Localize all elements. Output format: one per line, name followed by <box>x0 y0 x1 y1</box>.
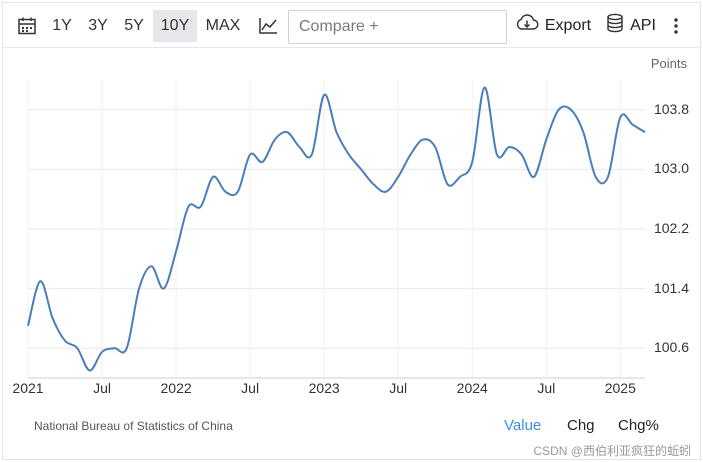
x-tick-label: Jul <box>389 380 408 396</box>
line-chart-icon[interactable] <box>255 3 281 48</box>
range-max-button[interactable]: MAX <box>205 17 241 34</box>
y-tick-label: 103.8 <box>653 100 689 117</box>
units-label: Points <box>650 56 687 71</box>
x-tick-label: 2024 <box>456 380 488 396</box>
y-tick-label: 100.6 <box>653 339 689 356</box>
range-5y-button[interactable]: 5Y <box>124 17 144 34</box>
data-source: National Bureau of Statistics of China <box>34 419 233 433</box>
x-tick-label: 2021 <box>12 380 44 396</box>
range-3y-button[interactable]: 3Y <box>88 17 108 34</box>
y-tick-label: 101.4 <box>653 279 689 296</box>
export-label: Export <box>544 16 592 34</box>
calendar-icon[interactable] <box>13 3 41 48</box>
export-button[interactable]: Export <box>513 3 593 48</box>
watermark-text: CSDN @西伯利亚疯狂的蚯蚓 <box>533 444 691 458</box>
cloud-download-icon <box>515 14 539 37</box>
tab-chg-percent[interactable]: Chg% <box>618 417 659 434</box>
x-tick-label: Jul <box>93 380 111 396</box>
range-1y-button[interactable]: 1Y <box>52 17 72 34</box>
y-tick-label: 103.0 <box>653 160 689 177</box>
api-button[interactable]: API <box>601 3 661 48</box>
y-tick-label: 102.2 <box>653 220 689 236</box>
x-tick-label: 2023 <box>308 380 340 396</box>
x-tick-label: 2025 <box>604 380 636 396</box>
database-icon <box>606 13 624 38</box>
x-tick-label: 2022 <box>160 380 192 396</box>
chart-toolbar: 1Y 3Y 5Y 10Y MAX Compare + Export <box>3 3 700 48</box>
x-tick-label: Jul <box>537 380 556 396</box>
tab-value[interactable]: Value <box>504 417 542 434</box>
vertical-dots-icon[interactable] <box>667 3 685 48</box>
x-tick-label: Jul <box>241 380 260 396</box>
range-10y-button[interactable]: 10Y <box>153 10 197 42</box>
compare-input[interactable]: Compare + <box>288 10 507 44</box>
api-label: API <box>630 16 656 34</box>
tab-chg[interactable]: Chg <box>567 417 595 434</box>
